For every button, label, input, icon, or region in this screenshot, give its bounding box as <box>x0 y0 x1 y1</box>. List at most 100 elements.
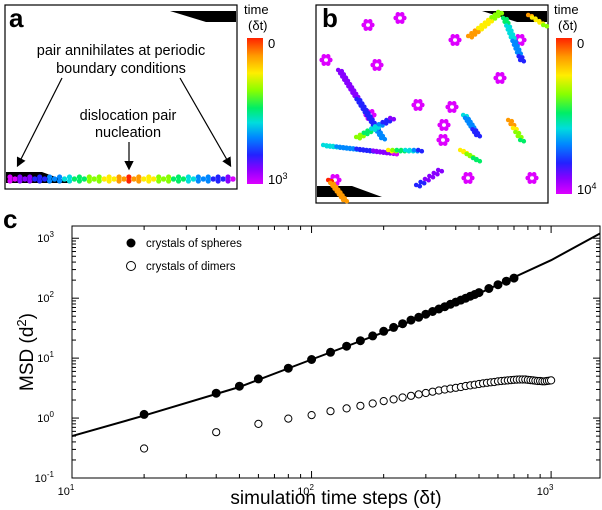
particle <box>479 26 485 32</box>
particle <box>454 34 460 39</box>
particle <box>76 174 82 180</box>
particle <box>435 171 440 177</box>
particle <box>368 129 374 135</box>
annotation-annihilate-line1: pair annihilates at periodic <box>37 43 205 59</box>
particle <box>369 22 375 28</box>
particle <box>358 103 364 108</box>
particle <box>378 135 384 141</box>
particle <box>531 172 537 177</box>
particle <box>403 147 408 153</box>
particle <box>380 123 385 128</box>
panel-a-letter: a <box>9 3 24 33</box>
particle <box>477 158 483 164</box>
particle <box>126 178 132 184</box>
particle <box>71 176 77 182</box>
particle <box>430 174 436 180</box>
data-point <box>307 411 316 420</box>
particle <box>510 125 516 131</box>
particle <box>533 175 539 181</box>
particle <box>116 174 122 180</box>
data-point <box>389 395 398 404</box>
panel-c-letter: c <box>3 204 17 234</box>
particle <box>463 179 469 185</box>
particle <box>417 99 423 104</box>
colorbar-a-title-line2: (δt) <box>248 18 268 33</box>
legend: crystals of spheres crystals of dimers <box>126 238 242 273</box>
particle <box>463 172 469 177</box>
particle <box>382 136 388 142</box>
particle <box>519 41 525 46</box>
y-tick-label: 100 <box>37 410 54 425</box>
data-point <box>342 404 351 413</box>
arrow-left-annihilate <box>16 77 63 168</box>
annotation-nucleation-line2: nucleation <box>95 125 161 141</box>
particle <box>417 183 423 189</box>
panel-c: c 101 102 103 10-1 100 101 102 103 crystals of … <box>3 204 601 509</box>
particle <box>336 177 342 183</box>
x-axis-title: simulation time steps (δt) <box>230 488 441 509</box>
particle <box>146 178 152 184</box>
data-point <box>501 276 511 286</box>
particle <box>529 15 535 20</box>
particle <box>190 176 196 182</box>
colorbar-b-bottom-label: 104 <box>577 181 596 197</box>
colorbar-b-title-line1: time <box>554 2 579 17</box>
particle <box>361 22 367 28</box>
particle <box>365 128 370 133</box>
particle <box>445 122 451 128</box>
particle <box>501 75 507 81</box>
particle <box>519 34 525 39</box>
colorbar-b-title-line2: (δt) <box>558 18 578 33</box>
particle <box>415 147 421 153</box>
data-point <box>342 341 352 351</box>
particle <box>496 13 501 19</box>
particle <box>230 176 236 182</box>
particle <box>91 176 97 182</box>
particle <box>467 179 473 185</box>
data-point <box>356 401 365 410</box>
particle <box>475 25 481 31</box>
data-point <box>406 315 416 325</box>
particle <box>508 34 514 40</box>
particle <box>42 176 48 182</box>
particle <box>395 19 401 24</box>
particle <box>12 176 18 182</box>
particle <box>500 15 506 21</box>
particle <box>482 24 488 29</box>
particle <box>319 57 325 63</box>
legend-marker-spheres <box>126 238 136 248</box>
particle <box>419 102 425 108</box>
particle <box>417 106 423 111</box>
particle <box>473 157 479 163</box>
dislocation-particles-b <box>319 9 550 204</box>
particle <box>513 46 518 51</box>
particle <box>116 178 122 184</box>
particle <box>156 178 162 184</box>
particle <box>527 179 533 185</box>
particle <box>521 58 527 64</box>
particle <box>499 10 505 16</box>
particle <box>344 198 350 204</box>
particle <box>383 121 389 126</box>
particle <box>395 12 401 17</box>
particle <box>443 119 449 124</box>
particle <box>374 148 379 154</box>
data-point <box>368 399 377 408</box>
particle <box>86 174 92 180</box>
data-point <box>484 284 494 293</box>
particle <box>495 79 501 84</box>
particle <box>517 137 523 143</box>
particle <box>439 126 445 131</box>
particle <box>195 174 201 180</box>
data-point <box>284 414 293 423</box>
particle <box>363 19 369 24</box>
particle <box>469 34 475 40</box>
particle <box>327 57 333 63</box>
particle <box>525 12 531 18</box>
particle <box>225 178 231 184</box>
particle <box>334 174 340 179</box>
particle <box>544 23 550 29</box>
particle <box>499 79 505 84</box>
particle <box>510 38 515 44</box>
particle <box>413 106 419 111</box>
